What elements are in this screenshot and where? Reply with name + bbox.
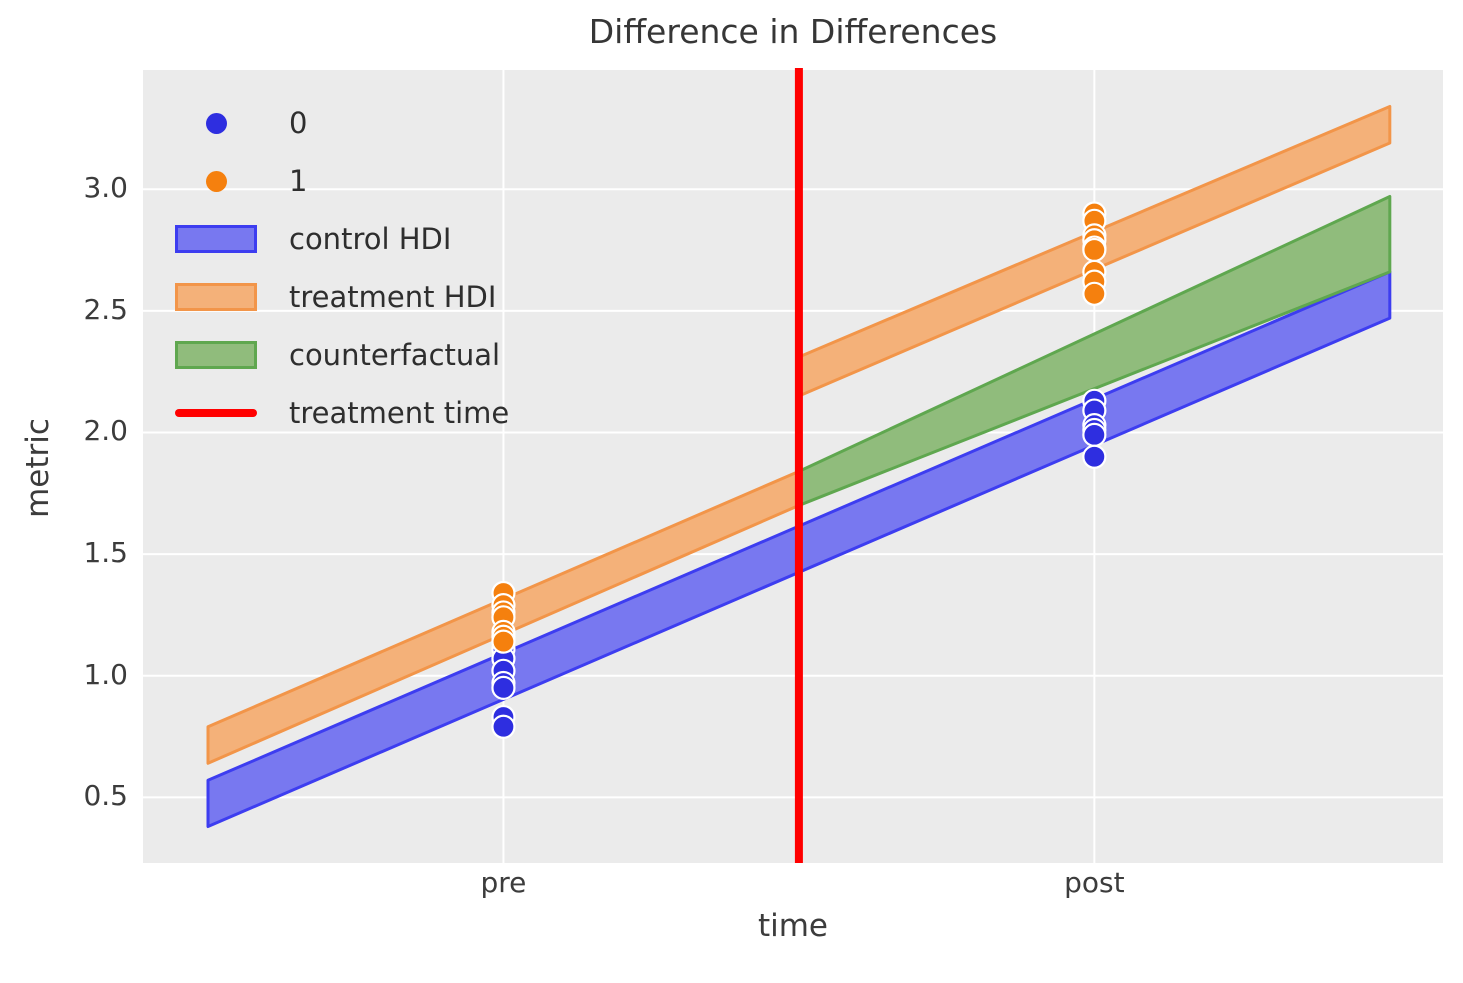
legend-label: 0 xyxy=(289,106,308,140)
y-tick-label: 1.5 xyxy=(83,536,128,570)
legend-marker-col xyxy=(175,225,257,253)
y-tick-label: 2.5 xyxy=(83,292,128,326)
legend-patch-icon xyxy=(175,283,257,311)
legend-item-0: 0 xyxy=(175,94,509,152)
chart-title: Difference in Differences xyxy=(588,12,998,51)
legend-patch-icon xyxy=(175,225,257,253)
scatter-point-group-1 xyxy=(1082,237,1107,263)
legend-item-treatment-time: treatment time xyxy=(175,384,509,442)
x-tick-label: post xyxy=(1064,866,1125,899)
scatter-point-group-0 xyxy=(1082,444,1107,469)
legend-item-counterfactual: counterfactual xyxy=(175,326,509,384)
legend-label: 1 xyxy=(289,164,308,198)
x-tick-label: pre xyxy=(480,866,527,899)
legend-item-control-HDI: control HDI xyxy=(175,210,509,268)
legend-marker-col xyxy=(175,170,257,192)
legend-marker-col xyxy=(175,283,257,311)
y-tick-label: 2.0 xyxy=(83,414,128,448)
scatter-point-group-1 xyxy=(1082,281,1107,306)
legend-dot-icon xyxy=(205,112,227,134)
legend-dot-icon xyxy=(205,170,227,192)
legend-line-icon xyxy=(175,409,257,417)
scatter-point-group-0 xyxy=(491,714,516,739)
y-tick-label: 0.5 xyxy=(83,779,128,813)
legend-marker-col xyxy=(175,409,257,417)
scatter-point-group-1 xyxy=(491,629,516,654)
legend-label: treatment HDI xyxy=(289,280,497,314)
legend-label: counterfactual xyxy=(289,338,501,372)
legend-item-1: 1 xyxy=(175,152,509,210)
x-axis-label: time xyxy=(757,908,829,944)
legend-marker-col xyxy=(175,341,257,369)
legend: 0 1 control HDI treatment HDI counterfactual… xyxy=(175,94,509,442)
y-tick-label: 3.0 xyxy=(83,171,128,205)
legend-label: treatment time xyxy=(289,396,510,430)
legend-item-treatment-HDI: treatment HDI xyxy=(175,268,509,326)
legend-marker-col xyxy=(175,112,257,134)
legend-patch-icon xyxy=(175,341,257,369)
scatter-point-group-0 xyxy=(491,675,516,700)
scatter-point-group-0 xyxy=(1082,422,1107,447)
legend-label: control HDI xyxy=(289,222,452,256)
y-tick-label: 1.0 xyxy=(83,657,128,691)
